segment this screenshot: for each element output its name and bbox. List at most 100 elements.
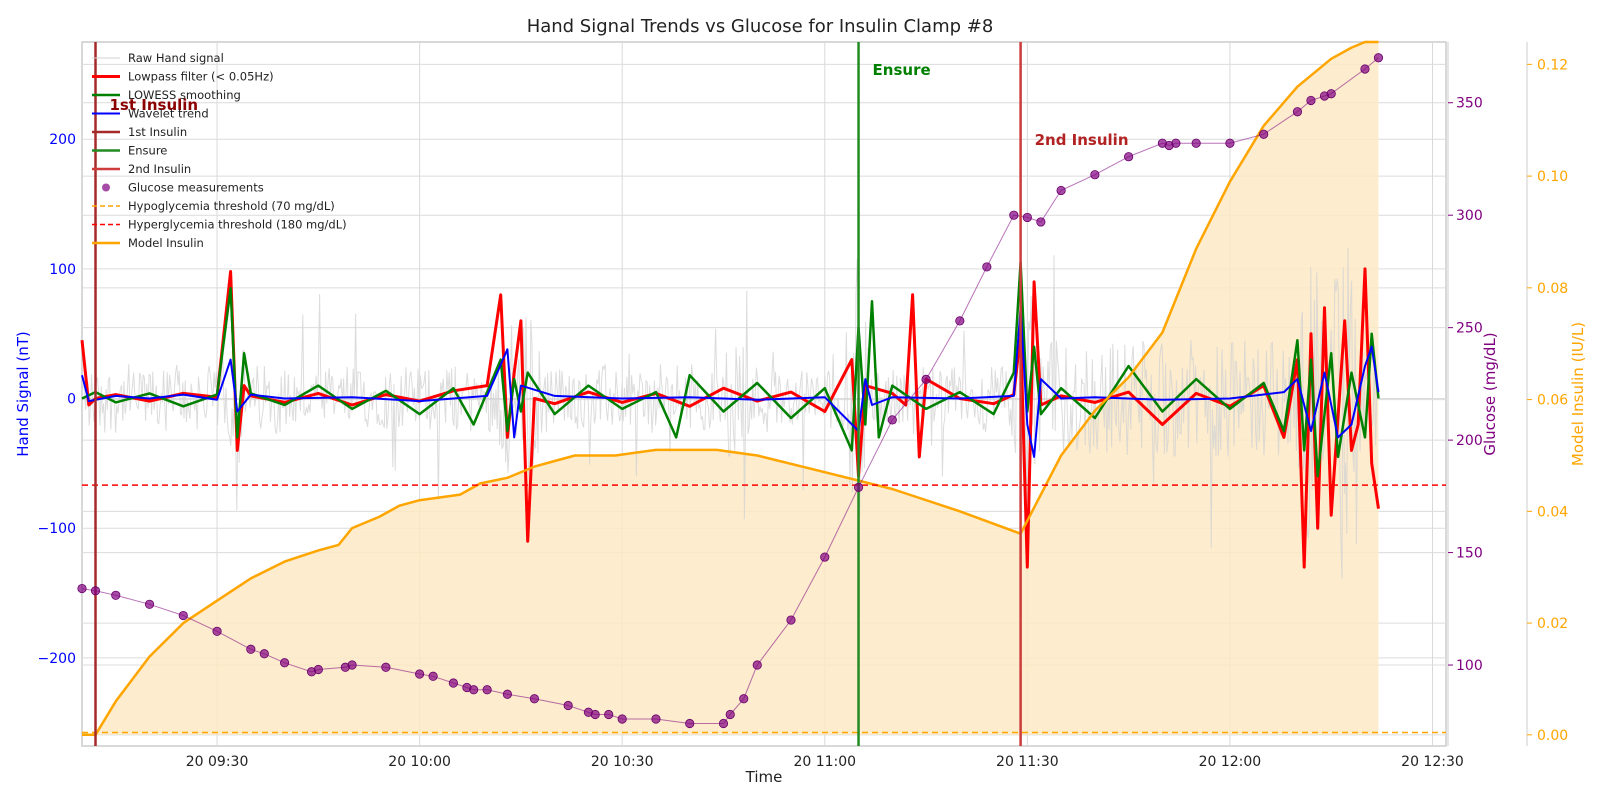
glucose-point xyxy=(448,678,458,688)
event-label: 2nd Insulin xyxy=(1035,131,1129,149)
legend-label: Ensure xyxy=(128,144,167,158)
legend-label: Raw Hand signal xyxy=(128,51,224,65)
glucose-point xyxy=(428,671,438,681)
insulin-tick-label: 0.02 xyxy=(1537,616,1568,632)
x-tick-label: 20 11:30 xyxy=(996,754,1059,770)
glucose-point xyxy=(259,649,269,659)
glucose-axis-label: Glucose (mg/dL) xyxy=(1481,332,1499,455)
legend: Raw Hand signal Lowpass filter (< 0.05Hz)… xyxy=(92,51,347,250)
legend-marker xyxy=(102,183,110,192)
glucose-point xyxy=(786,615,796,625)
glucose-point xyxy=(1056,185,1066,196)
glucose-point xyxy=(1326,89,1336,99)
glucose-point xyxy=(685,718,695,729)
left-tick-label: 0 xyxy=(67,392,76,408)
legend-label: Wavelet trend xyxy=(128,107,209,121)
x-tick-label: 20 10:00 xyxy=(388,754,451,770)
glucose-point xyxy=(982,262,992,272)
insulin-fill-area xyxy=(82,42,1379,735)
left-tick-label: −100 xyxy=(38,521,76,537)
event-lines: 1st Insulin Ensure 2nd Insulin xyxy=(94,42,1129,746)
event-label: Ensure xyxy=(873,61,931,79)
glucose-point xyxy=(887,415,897,425)
left-tick-label: 100 xyxy=(49,262,76,278)
x-tick-label: 20 10:30 xyxy=(591,754,654,770)
glucose-point xyxy=(1090,170,1100,180)
glucose-point xyxy=(415,669,425,679)
left-axis-label: Hand Signal (nT) xyxy=(14,331,32,457)
glucose-point xyxy=(604,709,614,720)
glucose-point xyxy=(469,685,479,695)
glucose-tick-label: 250 xyxy=(1456,321,1483,337)
glucose-point xyxy=(1124,152,1134,162)
raw-hand-signal-line xyxy=(81,247,1379,579)
chart-title: Hand Signal Trends vs Glucose for Insuli… xyxy=(527,16,994,37)
raw-hand-signal xyxy=(81,247,1379,579)
glucose-tick-label: 350 xyxy=(1456,96,1483,112)
left-tick-label: −200 xyxy=(38,651,76,667)
glucose-point xyxy=(482,685,492,695)
glucose-point xyxy=(1292,107,1303,117)
legend-label: Lowpass filter (< 0.05Hz) xyxy=(128,70,274,84)
glucose-tick-label: 100 xyxy=(1456,658,1483,674)
glucose-point xyxy=(1036,217,1046,227)
glucose-point xyxy=(144,599,155,609)
glucose-point xyxy=(725,709,735,720)
glucose-point xyxy=(563,700,573,711)
x-tick-label: 20 12:30 xyxy=(1401,754,1464,770)
glucose-point xyxy=(820,552,830,562)
glucose-point xyxy=(853,482,864,492)
glucose-point xyxy=(1022,212,1032,223)
glucose-point xyxy=(529,694,540,704)
insulin-tick-label: 0.06 xyxy=(1537,393,1568,409)
glucose-point xyxy=(617,714,627,724)
model-insulin-fill xyxy=(82,42,1379,735)
insulin-tick-label: 0.04 xyxy=(1537,504,1568,520)
glucose-points xyxy=(77,53,1384,729)
glucose-point xyxy=(178,610,188,621)
glucose-point xyxy=(590,709,600,720)
x-axis-label: Time xyxy=(745,768,783,786)
glucose-point xyxy=(279,658,290,668)
glucose-point xyxy=(502,689,513,699)
glucose-point xyxy=(381,662,391,672)
glucose-point xyxy=(1373,53,1384,63)
glucose-point xyxy=(739,694,749,704)
glucose-point xyxy=(246,644,256,654)
glucose-point xyxy=(347,660,357,670)
insulin-tick-label: 0.12 xyxy=(1537,57,1568,73)
x-tick-label: 20 11:00 xyxy=(793,754,856,770)
threshold-lines xyxy=(82,484,1446,734)
x-tick-label: 20 09:30 xyxy=(186,754,249,770)
glucose-point xyxy=(90,586,101,596)
insulin-axis-label: Model Insulin (IU/L) xyxy=(1569,322,1587,466)
legend-label: Hyperglycemia threshold (180 mg/dL) xyxy=(128,218,347,232)
glucose-point xyxy=(718,718,729,729)
glucose-point xyxy=(212,626,222,636)
glucose-point xyxy=(111,590,121,600)
glucose-point xyxy=(1009,210,1019,220)
glucose-point xyxy=(921,374,931,384)
legend-label: Glucose measurements xyxy=(128,181,264,195)
insulin-tick-label: 0.00 xyxy=(1537,728,1568,744)
model-insulin-line xyxy=(82,40,1379,737)
glucose-point xyxy=(1306,95,1316,106)
lowess-line xyxy=(81,261,1380,478)
glucose-point xyxy=(651,714,661,724)
event-label: 1st Insulin xyxy=(110,96,199,114)
left-tick-label: 200 xyxy=(49,132,76,148)
glucose-point xyxy=(1259,129,1269,139)
glucose-point xyxy=(955,316,965,326)
x-tick-label: 20 12:00 xyxy=(1199,754,1262,770)
wavelet-line xyxy=(81,306,1380,458)
insulin-tick-label: 0.08 xyxy=(1537,281,1568,297)
glucose-point xyxy=(313,664,323,675)
glucose-tick-label: 150 xyxy=(1456,546,1483,562)
glucose-point xyxy=(1360,64,1370,74)
legend-label: Hypoglycemia threshold (70 mg/dL) xyxy=(128,199,335,213)
insulin-tick-label: 0.10 xyxy=(1537,169,1568,185)
glucose-point xyxy=(1191,138,1201,148)
glucose-point xyxy=(1225,138,1235,148)
legend-label: Model Insulin xyxy=(128,236,204,250)
